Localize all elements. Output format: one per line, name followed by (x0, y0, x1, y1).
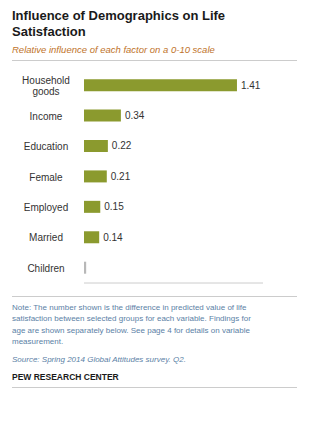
svg-text:Married: Married (29, 232, 63, 243)
svg-text:Children: Children (27, 262, 64, 273)
html-text:Influence of Demographics on L: Influence of Demographics on Life Satisf… (12, 8, 226, 39)
html-text:PEW RESEARCH CENTER: PEW RESEARCH CENTER (12, 371, 119, 382)
svg-text:0.21: 0.21 (111, 171, 131, 182)
svg-text:Employed: Employed (24, 202, 68, 213)
svg-text:0.14: 0.14 (103, 232, 123, 243)
svg-text:Income: Income (30, 110, 63, 121)
html-text:Source: Spring 2014 Global Att: Source: Spring 2014 Global Attitudes sur… (12, 354, 186, 364)
html-text:Relative influence of each fac: Relative influence of each factor on a 0… (12, 44, 215, 56)
svg-text:Female: Female (29, 171, 63, 182)
svg-text:Householdgoods: Householdgoods (22, 74, 70, 96)
svg-text:0.34: 0.34 (125, 110, 145, 121)
html-text:Note: The number shown is the: Note: The number shown is the difference… (12, 303, 251, 346)
svg-text:0.22: 0.22 (112, 141, 132, 152)
svg-text:Education: Education (24, 141, 68, 152)
svg-text:1.41: 1.41 (241, 80, 261, 91)
svg-text:0.15: 0.15 (104, 202, 124, 213)
